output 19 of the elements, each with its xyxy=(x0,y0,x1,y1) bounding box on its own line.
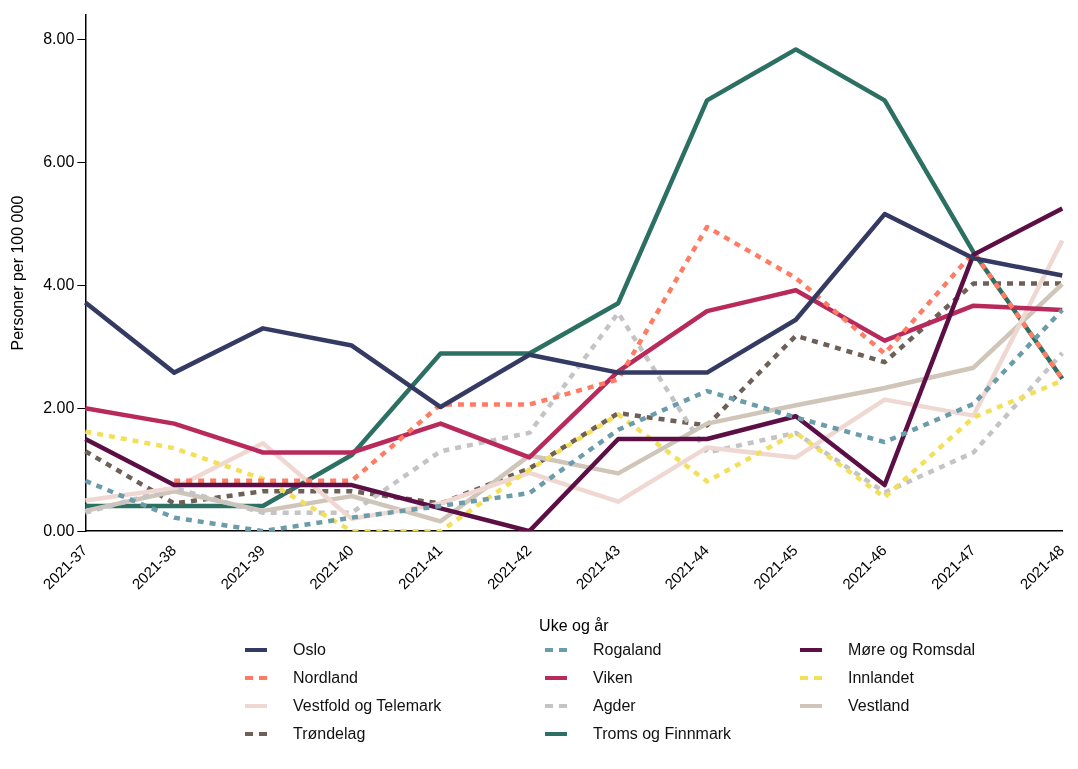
legend-label: Rogaland xyxy=(593,641,662,659)
legend-label: Nordland xyxy=(293,669,358,687)
y-tick-label: 8.00 xyxy=(43,29,75,47)
line-series xyxy=(171,224,1065,484)
x-axis-title: Uke og år xyxy=(539,616,610,634)
legend-label: Vestfold og Telemark xyxy=(293,697,442,715)
legend-label: Trøndelag xyxy=(293,725,366,743)
y-tick-label: 0.00 xyxy=(43,521,75,539)
y-tick-label: 4.00 xyxy=(43,275,75,293)
y-tick-label: 2.00 xyxy=(43,398,75,416)
y-axis-title: Personer per 100 000 xyxy=(9,195,27,351)
legend-label: Troms og Finnmark xyxy=(593,725,732,743)
legend-label: Agder xyxy=(593,697,636,715)
legend-label: Viken xyxy=(593,669,633,687)
legend-label: Vestland xyxy=(848,697,910,715)
y-tick-label: 6.00 xyxy=(43,152,75,170)
legend-label: Møre og Romsdal xyxy=(848,641,976,659)
legend-label: Innlandet xyxy=(848,669,914,687)
legend-label: Oslo xyxy=(293,641,326,659)
